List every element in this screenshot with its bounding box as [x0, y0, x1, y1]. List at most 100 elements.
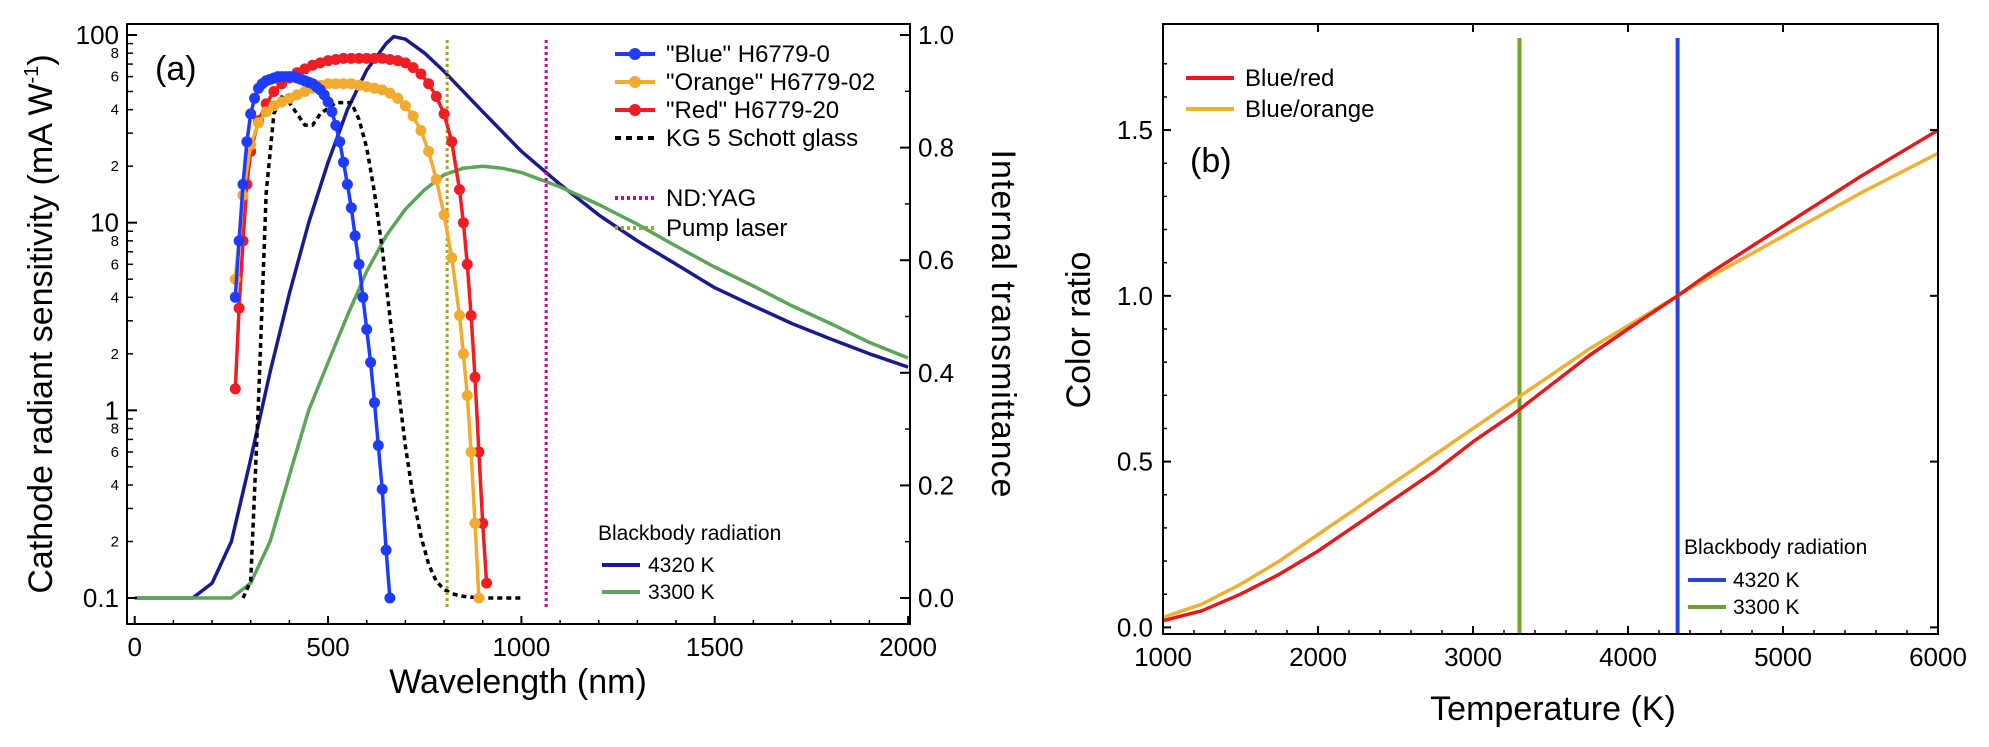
panel-a-ticks: 0 500 1000 1500 2000 0.1 1 10 100 2 4 6 8 2 4 6 8 2 4 6 8 0.0…	[76, 20, 955, 662]
legend-label-blue-red: Blue/red	[1245, 65, 1334, 92]
data-point-blue-h6779-0	[365, 356, 377, 368]
y-minor-tick-label-a: 4	[111, 102, 119, 119]
x-tick-label-b: 6000	[1909, 642, 1967, 672]
legend-label-4320k-a: 4320 K	[648, 554, 715, 577]
legend-entry-blue: "Blue" H6779-0	[615, 41, 830, 68]
data-point-blue-h6779-0	[369, 397, 380, 409]
data-point-orange-h6779-02	[384, 87, 396, 99]
data-point-blue-h6779-0	[338, 156, 349, 168]
legend-label-pump-laser: Pump laser	[666, 215, 787, 242]
data-point-orange-h6779-02	[469, 517, 481, 529]
panel-b-ticks: 1000 2000 3000 4000 5000 6000 0.0 0.5 1.0 1.5	[1117, 24, 1967, 672]
data-point-red-h6779-20	[407, 62, 419, 74]
data-point-red-h6779-20	[369, 52, 380, 64]
legend-label-kg5: KG 5 Schott glass	[666, 125, 858, 152]
data-point-orange-h6779-02	[260, 106, 272, 118]
data-point-orange-h6779-02	[457, 348, 469, 360]
legend-entry-3300k-a: 3300 K	[602, 581, 715, 604]
y-tick-label-a: 10	[90, 208, 119, 238]
y-tick-label-b: 0.0	[1117, 612, 1153, 642]
data-point-red-h6779-20	[423, 78, 435, 90]
data-point-blue-h6779-0	[229, 291, 241, 303]
y2-tick-label-a: 0.6	[918, 245, 954, 275]
data-point-red-h6779-20	[438, 108, 450, 120]
series-line-orange-h6779-02	[233, 81, 481, 599]
series-line-blue-orange	[1162, 151, 1939, 620]
x-tick-label-a: 1000	[492, 632, 550, 662]
y-tick-label-b: 1.0	[1117, 281, 1153, 311]
data-point-orange-h6779-02	[461, 390, 473, 401]
panel-b-x-axis-title: Temperature (K)	[1430, 690, 1676, 728]
data-point-blue-h6779-0	[361, 323, 373, 335]
x-tick-label-a: 0	[127, 632, 141, 662]
data-point-red-h6779-20	[233, 302, 245, 314]
panel-a-x-axis-title: Wavelength (nm)	[389, 663, 647, 701]
data-point-orange-h6779-02	[407, 110, 419, 122]
data-point-orange-h6779-02	[253, 117, 264, 129]
legend-entry-blue-orange: Blue/orange	[1186, 96, 1374, 123]
series-line-blue-red	[1162, 128, 1939, 623]
data-point-red-h6779-20	[465, 310, 477, 321]
y2-tick-label-a: 0.8	[918, 133, 954, 163]
panel-a-tag: (a)	[155, 50, 197, 88]
data-point-blue-h6779-0	[384, 592, 396, 604]
data-point-blue-h6779-0	[245, 108, 257, 120]
y-minor-tick-label-a: 4	[111, 289, 119, 306]
y2-tick-label-a: 0.0	[918, 583, 954, 613]
panel-b-chart: 1000 2000 3000 4000 5000 6000 0.0 0.5 1.0 1.5 (b)…	[1060, 23, 1967, 728]
data-point-orange-h6779-02	[338, 78, 349, 90]
legend-entry-4320k-a: 4320 K	[602, 554, 715, 577]
data-point-blue-h6779-0	[341, 178, 353, 190]
x-tick-label-b: 4000	[1599, 642, 1657, 672]
data-point-blue-h6779-0	[353, 258, 365, 270]
panel-b-y-axis-title: Color ratio	[1060, 252, 1098, 409]
panel-b-series-group	[1162, 38, 1939, 634]
y-minor-tick-label-a: 6	[111, 444, 119, 461]
data-point-orange-h6779-02	[465, 446, 477, 458]
data-point-blue-h6779-0	[326, 106, 338, 118]
y2-tick-label-a: 1.0	[918, 20, 954, 50]
data-point-blue-h6779-0	[372, 439, 384, 451]
data-point-orange-h6779-02	[473, 592, 485, 604]
data-point-blue-h6779-0	[357, 291, 369, 303]
panel-a-y2-axis-title: Internal transmittance	[984, 150, 1022, 499]
legend-entry-red: "Red" H6779-20	[615, 97, 839, 124]
data-point-red-h6779-20	[481, 577, 493, 589]
y-tick-label-a: 0.1	[83, 583, 119, 613]
data-point-orange-h6779-02	[415, 125, 427, 136]
data-point-red-h6779-20	[477, 517, 489, 529]
y-minor-tick-label-a: 2	[111, 534, 119, 551]
data-point-orange-h6779-02	[330, 78, 342, 90]
panel-a-series-group	[134, 34, 909, 610]
x-tick-label-b: 2000	[1289, 642, 1347, 672]
x-tick-label-b: 1000	[1134, 642, 1192, 672]
data-point-blue-h6779-0	[322, 96, 334, 108]
legend-label-ndyag: ND:YAG	[666, 185, 756, 212]
data-point-blue-h6779-0	[380, 544, 392, 556]
series-line-4320-k	[134, 34, 909, 600]
data-point-red-h6779-20	[415, 68, 427, 80]
data-point-blue-h6779-0	[237, 178, 249, 190]
y-minor-tick-label-a: 6	[111, 256, 119, 273]
data-point-orange-h6779-02	[423, 145, 435, 157]
legend-group-title-b: Blackbody radiation	[1684, 536, 1867, 559]
y-tick-label-b: 0.5	[1117, 447, 1153, 477]
data-point-red-h6779-20	[454, 184, 465, 196]
panel-a-y-axis-title: Cathode radiant sensitivity (mA W-1)	[21, 54, 60, 593]
x-tick-label-b: 3000	[1444, 642, 1502, 672]
panel-a-legend: "Blue" H6779-0 "Orange" H6779-02 "Red" H…	[598, 41, 875, 604]
y-minor-tick-label-a: 2	[111, 346, 119, 363]
y-tick-label-a: 1	[105, 395, 119, 425]
data-point-orange-h6779-02	[446, 252, 458, 264]
y-tick-label-a: 100	[76, 20, 119, 50]
legend-entry-kg5: KG 5 Schott glass	[615, 125, 858, 152]
y-minor-tick-label-a: 6	[111, 69, 119, 86]
series-line-3300-k	[134, 164, 909, 600]
y2-tick-label-a: 0.4	[918, 358, 954, 388]
data-point-red-h6779-20	[345, 52, 357, 64]
legend-entry-pump-laser: Pump laser	[615, 215, 787, 242]
x-tick-label-a: 2000	[879, 632, 937, 662]
x-tick-label-a: 1500	[686, 632, 744, 662]
data-point-orange-h6779-02	[322, 78, 334, 90]
